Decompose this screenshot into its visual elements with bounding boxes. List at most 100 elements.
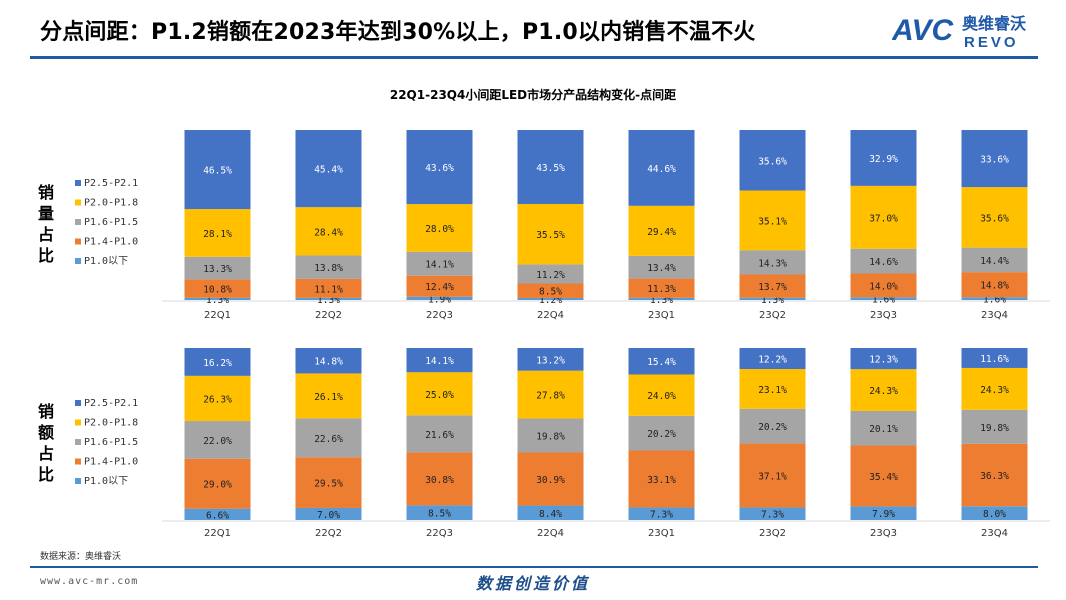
bar-segment [184,348,251,376]
bar-segment [628,374,695,416]
data-label: 14.1% [425,260,454,271]
data-label: 30.9% [536,475,565,486]
x-tick-label: 22Q3 [426,310,453,321]
bar-segment [295,457,362,508]
data-label: 1.3% [761,295,784,306]
y-axis-label-char: 占 [38,225,54,244]
bar-segment [295,130,362,208]
data-label: 14.8% [980,281,1009,292]
data-label: 11.6% [980,354,1009,365]
data-label: 14.1% [425,356,454,367]
y-axis-label-char: 量 [38,204,54,223]
legend-swatch [75,219,81,225]
bar-segment [739,408,806,444]
bar-segment [628,507,695,520]
bar-segment [517,418,584,453]
data-label: 22.0% [203,436,232,447]
bar-segment [295,348,362,374]
bar-segment [295,297,362,300]
legend-swatch [75,400,81,406]
bar-segment [406,251,473,276]
bar-segment [517,283,584,298]
y-axis-label-char: 占 [38,444,54,463]
logo-avc-text: AVC [892,14,954,47]
bar-segment [628,415,695,451]
bar-segment [739,369,806,409]
data-label: 45.4% [314,165,343,176]
data-label: 28.0% [425,224,454,235]
legend-label: P2.5-P2.1 [84,398,138,409]
footer-url[interactable]: www.avc-mr.com [40,576,139,587]
data-label: 11.1% [314,284,343,295]
data-label: 26.3% [203,394,232,405]
data-label: 7.3% [650,510,673,521]
bar-segment [406,452,473,506]
bar-segment [850,369,917,411]
data-label: 35.1% [758,216,787,227]
bar-segment [295,373,362,419]
bar-segment [850,273,917,298]
bar-segment [739,348,806,370]
data-label: 20.2% [758,422,787,433]
bar-segment [295,255,362,279]
data-label: 13.8% [314,263,343,274]
bar-segment [406,204,473,252]
data-label: 14.8% [314,357,343,368]
logo-revo-text: REVO [964,34,1019,50]
bar-segment [850,445,917,507]
bar-segment [295,507,362,520]
footer-divider [30,566,1038,568]
bar-segment [295,418,362,458]
data-label: 15.4% [647,357,676,368]
x-tick-label: 23Q2 [759,310,786,321]
y-axis-label-char: 比 [38,465,54,484]
data-label: 24.0% [647,391,676,402]
data-label: 8.5% [539,287,562,298]
data-source: 数据来源：奥维睿沃 [40,552,122,562]
x-tick-label: 22Q2 [315,310,342,321]
legend-label: P2.5-P2.1 [84,178,138,189]
y-axis-label-char: 销 [38,402,54,421]
data-label: 12.3% [869,355,898,366]
bar-segment [184,458,251,509]
bar-segment [406,372,473,416]
bar-segment [961,443,1028,507]
data-label: 33.6% [980,155,1009,166]
data-label: 8.5% [428,509,451,520]
legend-label: P2.0-P1.8 [84,198,138,209]
bar-segment [406,130,473,205]
data-label: 19.8% [980,423,1009,434]
bar-segment [961,348,1028,368]
legend-swatch [75,478,81,484]
legend-label: P2.0-P1.8 [84,418,138,429]
bar-segment [961,297,1028,300]
x-tick-label: 23Q3 [870,310,897,321]
x-tick-label: 22Q4 [537,528,564,539]
data-label: 11.3% [647,284,676,295]
data-label: 37.1% [758,471,787,482]
y-axis-label-char: 比 [38,246,54,265]
x-tick-label: 23Q1 [648,310,675,321]
data-label: 8.0% [983,509,1006,520]
bar-segment [184,256,251,280]
data-label: 14.0% [869,281,898,292]
data-label: 14.4% [980,256,1009,267]
bar-segment [739,443,806,508]
data-label: 35.6% [758,156,787,167]
bar-segment [850,506,917,520]
bar-segment [295,278,362,298]
bar-segment [517,204,584,265]
data-label: 12.4% [425,282,454,293]
bar-segment [517,370,584,419]
data-label: 1.6% [872,295,895,306]
bar-segment [961,409,1028,444]
data-label: 1.9% [428,294,451,305]
data-label: 37.0% [869,213,898,224]
bar-segment [739,274,806,298]
avc-revo-logo: AVC 奥维睿沃 REVO [892,14,1026,50]
bar-segment [517,505,584,520]
legend-label: P1.6-P1.5 [84,437,138,448]
header-divider [30,56,1038,59]
y-axis-label-char: 销 [38,183,54,202]
